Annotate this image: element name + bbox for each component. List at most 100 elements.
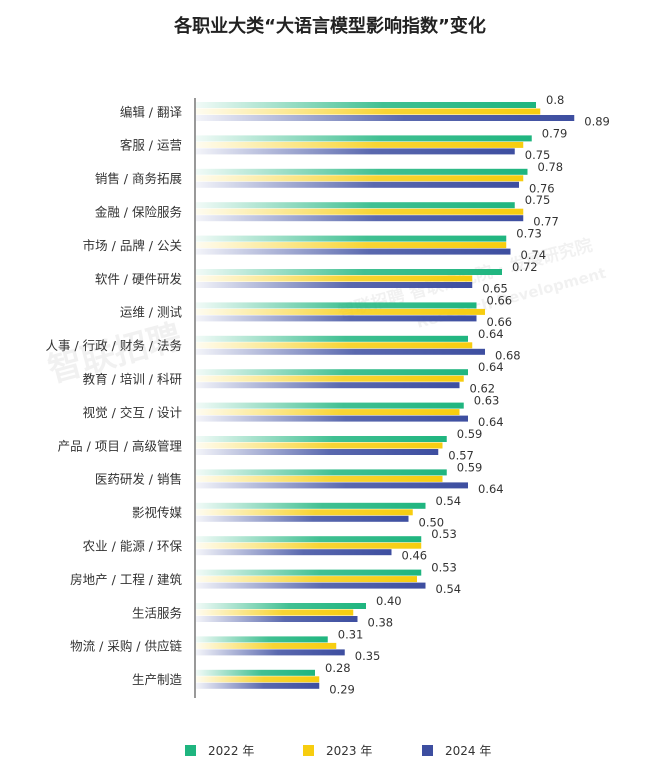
category-label: 教育 / 培训 / 科研	[83, 371, 182, 386]
data-label-0-7: 0.64	[478, 327, 504, 341]
data-label-2-3: 0.77	[533, 215, 559, 229]
bar-1-4	[196, 242, 507, 249]
bar-1-9	[196, 409, 460, 416]
bar-2-1	[196, 148, 515, 155]
bar-2-15	[196, 616, 358, 622]
legend-label-2: 2024 年	[445, 744, 491, 758]
data-label-0-13: 0.53	[431, 527, 457, 541]
bar-0-13	[196, 536, 422, 543]
bar-1-8	[196, 375, 464, 382]
bar-2-8	[196, 382, 460, 389]
bar-0-17	[196, 669, 315, 676]
data-label-0-9: 0.63	[474, 394, 500, 408]
chart-title: 各职业大类“大语言模型影响指数”变化	[173, 15, 486, 37]
bar-0-12	[196, 502, 426, 509]
bar-2-11	[196, 482, 468, 489]
data-label-0-14: 0.53	[431, 561, 457, 575]
data-label-2-7: 0.68	[495, 348, 521, 362]
bar-1-15	[196, 609, 354, 616]
data-label-0-12: 0.54	[436, 494, 462, 508]
bar-0-2	[196, 168, 528, 175]
bar-0-11	[196, 469, 447, 476]
bar-0-9	[196, 402, 464, 409]
data-label-0-17: 0.28	[325, 661, 351, 675]
data-label-2-0: 0.89	[584, 115, 610, 129]
category-label: 编辑 / 翻译	[120, 104, 183, 119]
bar-2-17	[196, 682, 320, 689]
data-label-0-16: 0.31	[338, 627, 364, 641]
data-label-2-14: 0.54	[436, 582, 462, 596]
data-label-2-10: 0.57	[448, 449, 474, 463]
bar-1-5	[196, 275, 473, 282]
data-label-2-4: 0.74	[521, 248, 547, 262]
data-label-2-11: 0.64	[478, 482, 504, 496]
category-label: 产品 / 项目 / 高级管理	[58, 438, 183, 453]
bar-1-12	[196, 509, 413, 516]
data-label-2-1: 0.75	[525, 148, 551, 162]
bar-2-13	[196, 549, 392, 556]
bar-2-10	[196, 449, 439, 455]
category-label: 软件 / 硬件研发	[95, 271, 183, 286]
data-label-2-9: 0.64	[478, 415, 504, 429]
bar-2-12	[196, 515, 409, 522]
category-label: 客服 / 运营	[120, 138, 182, 153]
bar-1-0	[196, 108, 541, 115]
legend-swatch-2	[422, 745, 433, 756]
data-label-0-0: 0.8	[546, 93, 564, 107]
data-label-0-2: 0.78	[538, 160, 564, 174]
bar-0-16	[196, 636, 328, 643]
bar-1-17	[196, 676, 320, 683]
bar-2-9	[196, 415, 468, 422]
data-label-2-8: 0.62	[470, 382, 496, 396]
bar-0-5	[196, 269, 502, 275]
bar-2-5	[196, 282, 473, 288]
data-label-2-12: 0.50	[419, 515, 445, 529]
category-label: 物流 / 采购 / 供应链	[70, 639, 182, 654]
category-label: 运维 / 测试	[120, 305, 183, 320]
data-label-0-8: 0.64	[478, 360, 504, 374]
bar-2-3	[196, 215, 524, 222]
legend-label-0: 2022 年	[208, 744, 254, 758]
bar-0-0	[196, 102, 536, 108]
bar-1-13	[196, 542, 422, 549]
bar-0-4	[196, 235, 507, 242]
bar-0-15	[196, 603, 366, 609]
data-label-0-11: 0.59	[457, 460, 483, 474]
bar-1-14	[196, 576, 417, 583]
plot-area: 编辑 / 翻译 0.8 0.89 客服 / 运营 0.79 0.75 销售 / 商务拓展 0.…	[46, 93, 610, 696]
data-label-0-1: 0.79	[542, 126, 568, 140]
bar-1-7	[196, 342, 473, 349]
bar-1-11	[196, 475, 443, 482]
bar-0-3	[196, 202, 515, 209]
bar-2-16	[196, 649, 345, 656]
category-label: 医药研发 / 销售	[95, 472, 182, 487]
bar-2-6	[196, 315, 477, 322]
legend: 2022 年 2023 年 2024 年	[185, 744, 491, 758]
bar-2-0	[196, 115, 575, 121]
data-label-0-4: 0.73	[516, 227, 542, 241]
category-label: 人事 / 行政 / 财务 / 法务	[46, 338, 182, 353]
bar-2-2	[196, 181, 519, 188]
category-label: 金融 / 保险服务	[95, 204, 182, 219]
bar-0-6	[196, 302, 477, 309]
category-label: 影视传媒	[132, 505, 183, 520]
data-label-0-15: 0.40	[376, 594, 402, 608]
bar-1-1	[196, 141, 524, 148]
data-label-0-10: 0.59	[457, 427, 483, 441]
bar-0-10	[196, 436, 447, 442]
data-label-2-15: 0.38	[368, 616, 394, 630]
category-label: 生产制造	[132, 672, 183, 687]
legend-label-1: 2023 年	[326, 744, 372, 758]
category-label: 生活服务	[132, 605, 182, 620]
data-label-0-5: 0.72	[512, 260, 538, 274]
bar-0-1	[196, 135, 532, 142]
bar-2-4	[196, 248, 511, 255]
bar-2-7	[196, 348, 485, 355]
bar-2-14	[196, 582, 426, 589]
bar-1-3	[196, 208, 524, 215]
bar-0-7	[196, 335, 468, 342]
data-label-2-17: 0.29	[329, 682, 355, 696]
data-label-2-2: 0.76	[529, 181, 555, 195]
bar-1-10	[196, 442, 443, 449]
legend-swatch-0	[185, 745, 196, 756]
